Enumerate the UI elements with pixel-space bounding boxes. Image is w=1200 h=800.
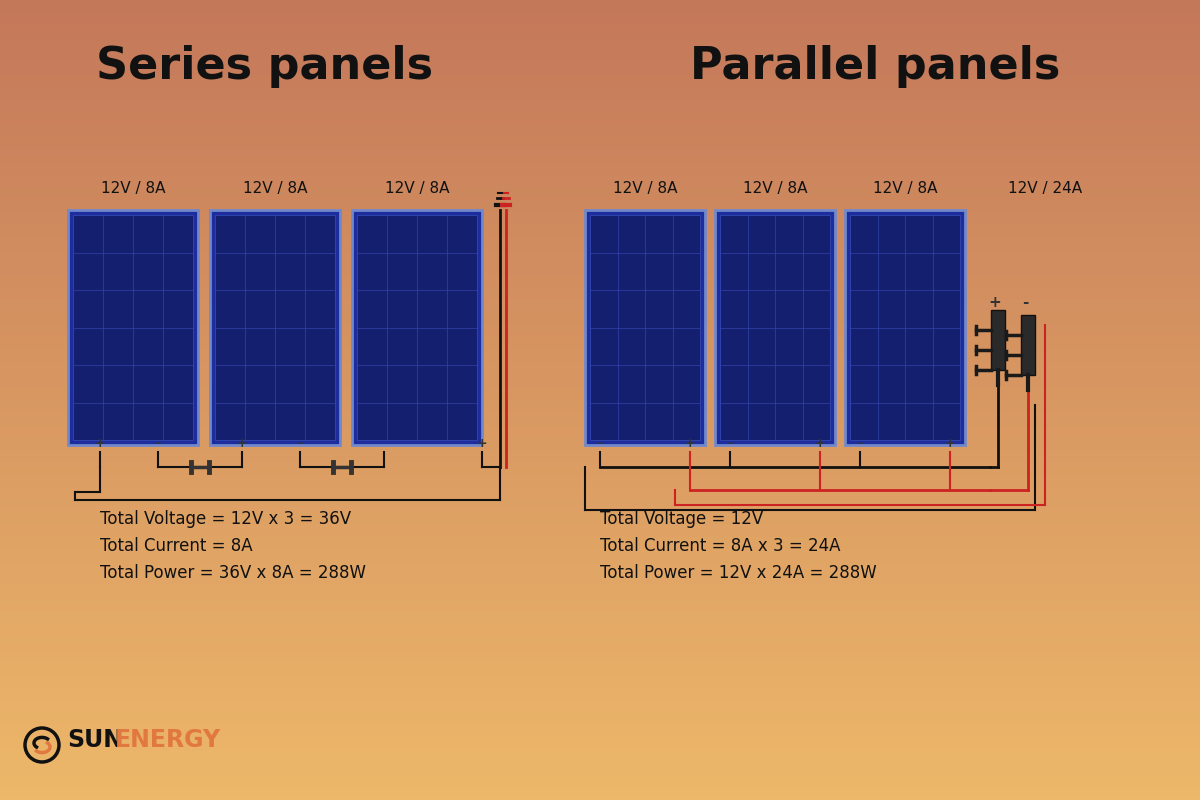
Text: +: + (95, 437, 106, 450)
Text: +: + (476, 437, 487, 450)
Text: 12V / 8A: 12V / 8A (101, 181, 166, 196)
Bar (1021, 315, 1034, 375)
Bar (715, 210, 835, 445)
Text: -: - (1022, 295, 1028, 310)
Text: Total Current = 8A x 3 = 24A: Total Current = 8A x 3 = 24A (600, 537, 840, 555)
Text: +: + (685, 437, 695, 450)
Text: +: + (989, 295, 1001, 310)
Text: SUN: SUN (67, 728, 124, 752)
Text: 12V / 8A: 12V / 8A (872, 181, 937, 196)
Bar (73, 215, 193, 440)
Text: 12V / 8A: 12V / 8A (743, 181, 808, 196)
Text: +: + (815, 437, 826, 450)
Text: 12V / 8A: 12V / 8A (613, 181, 677, 196)
Text: -: - (727, 437, 732, 450)
Text: 12V / 8A: 12V / 8A (385, 181, 449, 196)
Text: 12V / 24A: 12V / 24A (1008, 181, 1082, 196)
Text: Total Power = 36V x 8A = 288W: Total Power = 36V x 8A = 288W (100, 564, 366, 582)
Bar (586, 210, 706, 445)
Bar (210, 210, 340, 445)
Text: Parallel panels: Parallel panels (690, 45, 1060, 88)
Text: -: - (298, 437, 302, 450)
Bar (845, 210, 965, 445)
Text: -: - (598, 437, 602, 450)
Text: Total Voltage = 12V x 3 = 36V: Total Voltage = 12V x 3 = 36V (100, 510, 352, 528)
Bar (352, 210, 482, 445)
Bar (720, 215, 830, 440)
Text: ENERGY: ENERGY (115, 728, 221, 752)
Bar (68, 210, 198, 445)
Text: Total Power = 12V x 24A = 288W: Total Power = 12V x 24A = 288W (600, 564, 877, 582)
Bar (991, 310, 1006, 370)
Text: +: + (236, 437, 247, 450)
Bar (215, 215, 335, 440)
Bar (590, 215, 700, 440)
Text: 12V / 8A: 12V / 8A (242, 181, 307, 196)
Text: -: - (156, 437, 161, 450)
Text: +: + (944, 437, 955, 450)
Text: Total Current = 8A: Total Current = 8A (100, 537, 253, 555)
Text: -: - (858, 437, 863, 450)
Text: Series panels: Series panels (96, 45, 433, 88)
Bar (358, 215, 478, 440)
Text: Total Voltage = 12V: Total Voltage = 12V (600, 510, 763, 528)
Bar (850, 215, 960, 440)
